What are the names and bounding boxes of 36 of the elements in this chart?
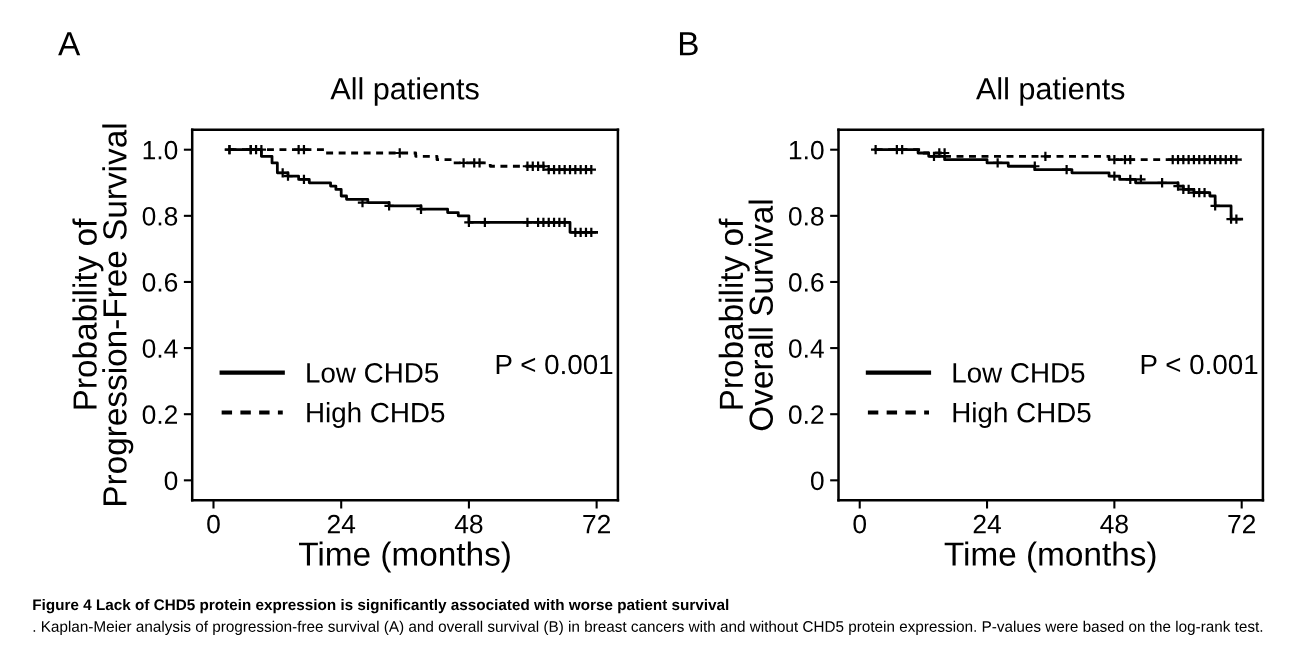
legend-label: Low CHD5	[953, 363, 1085, 383]
x-tick-label: 0	[207, 514, 220, 534]
annotation: P < 0.001	[496, 354, 613, 375]
y-tick-label: 0.8	[142, 206, 178, 226]
legend-label: Low CHD5	[307, 363, 439, 383]
text: . Kaplan-Meier analysis of progression-free survival (A) and overall survival (B) in breast cancers with and without CHD5 protein expression. P-values were based on the log-rank test.	[33, 620, 1263, 635]
annotation: P < 0.001	[1141, 354, 1258, 375]
y-tick-label: 1.0	[143, 140, 178, 160]
y-tick-label: 0.2	[788, 405, 824, 425]
x-tick-label: 24	[973, 514, 1001, 534]
y-tick-label: 0.4	[788, 339, 824, 358]
x-tick-label: 0	[853, 514, 867, 534]
x-tick-label: 72	[583, 514, 610, 534]
x-tick-label: 48	[1100, 514, 1128, 534]
x-tick-label: 48	[454, 514, 483, 534]
text: B	[679, 32, 698, 56]
legend-label: High CHD5	[953, 402, 1091, 428]
text: A	[58, 32, 81, 56]
y-tick-label: 0.6	[788, 273, 824, 292]
y-tick-label: 0	[810, 471, 824, 491]
legend-label: High CHD5	[307, 402, 445, 428]
x-tick-label: 24	[327, 514, 356, 534]
chart-title: All patients	[976, 77, 1125, 106]
caption: Figure 4 Lack of CHD5 protein expression is significantly associated with worse patient survival	[33, 598, 729, 614]
x-tick-label: 72	[1228, 514, 1256, 534]
y-tick-label: 0.2	[142, 405, 177, 425]
chart-title: All patients	[330, 77, 479, 106]
x-axis-title: Time (months)	[944, 541, 1156, 573]
y-axis-title: Probability of Progression-Free Survival	[72, 124, 134, 505]
y-tick-label: 1.0	[789, 140, 824, 160]
y-tick-label: 0.4	[142, 339, 178, 358]
y-tick-label: 0.6	[142, 273, 178, 292]
x-axis-title: Time (months)	[299, 541, 510, 573]
y-tick-label: 0.8	[788, 206, 824, 226]
y-tick-label: 0	[164, 471, 178, 491]
y-axis-title: Probability of Overall Survival	[718, 200, 774, 431]
